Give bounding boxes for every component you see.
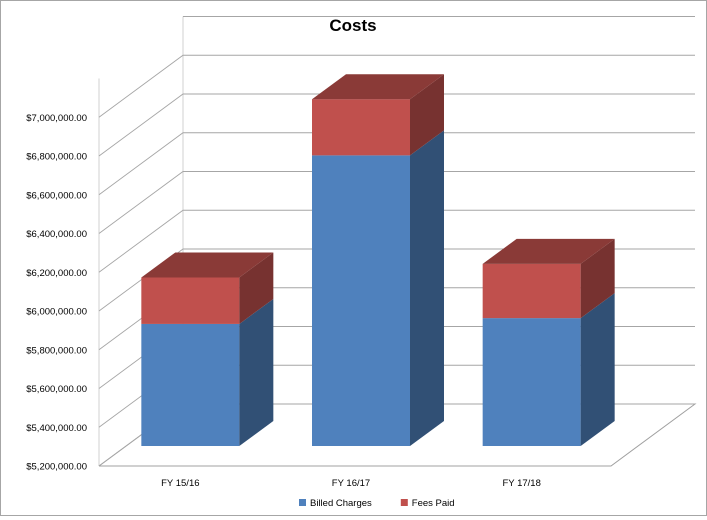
bar-billed-charges-front	[312, 155, 410, 446]
gridline	[98, 93, 695, 157]
gridline	[98, 54, 695, 118]
bar-fees-paid-front	[141, 277, 240, 324]
legend-swatch	[400, 499, 408, 506]
bar-fees-paid-side	[410, 74, 444, 156]
legend-swatch	[299, 499, 306, 506]
y-tick-label: $6,000,000.00	[26, 307, 87, 318]
x-category-label: FY 16/17	[332, 478, 370, 489]
y-tick-label: $7,000,000.00	[26, 113, 87, 124]
gridline	[98, 209, 695, 273]
bar-billed-charges-side	[580, 293, 615, 446]
gridline	[98, 171, 695, 234]
y-tick-label: $6,800,000.00	[26, 152, 87, 163]
bar-fees-paid-front	[312, 99, 410, 156]
y-tick-label: $6,600,000.00	[26, 190, 87, 201]
y-tick-label: $6,400,000.00	[26, 229, 87, 240]
y-tick-label: $5,200,000.00	[26, 462, 87, 473]
bar-fees-paid-top	[141, 252, 274, 278]
bar-fees-paid-top	[482, 238, 615, 264]
bar-billed-charges-side	[239, 298, 274, 446]
bar-billed-charges-front	[482, 318, 581, 446]
y-tick-label: $5,800,000.00	[26, 345, 87, 356]
x-category-label: FY 15/16	[161, 478, 199, 489]
bar-fees-paid-side	[580, 238, 615, 319]
gridline	[98, 132, 695, 196]
bar-billed-charges-side	[410, 130, 444, 446]
x-category-label: FY 17/18	[502, 478, 540, 489]
y-tick-label: $5,600,000.00	[26, 384, 87, 395]
legend-label: Billed Charges	[310, 498, 372, 509]
bar-fees-paid-top	[312, 74, 444, 100]
bar-fees-paid-front	[482, 263, 581, 319]
chart-title: Costs	[329, 16, 376, 35]
y-tick-label: $5,400,000.00	[26, 423, 87, 434]
y-tick-label: $6,200,000.00	[26, 268, 87, 279]
bar-billed-charges-front	[141, 323, 240, 446]
bar-fees-paid-side	[239, 252, 274, 324]
legend-label: Fees Paid	[412, 498, 455, 509]
